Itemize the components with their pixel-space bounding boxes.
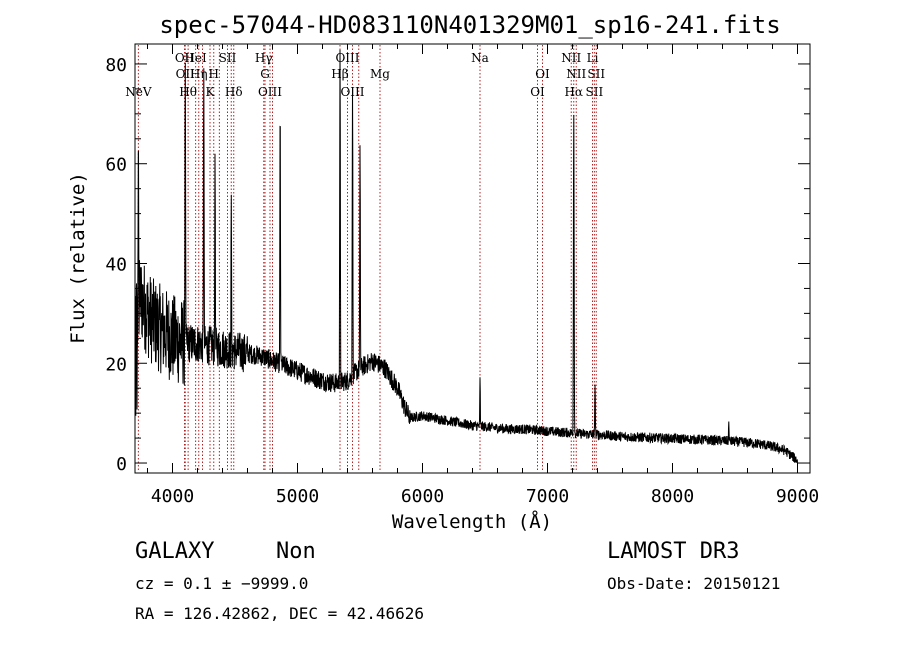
y-tick-label: 80 [105, 55, 127, 76]
plot-frame [134, 43, 811, 474]
x-axis-ticks: 4000 5000 6000 7000 8000 9000 [147, 44, 819, 507]
coordinates-info: RA = 126.42862, DEC = 42.46626 [135, 604, 424, 623]
y-tick-label: 60 [105, 155, 127, 176]
line-markers [137, 45, 597, 472]
object-class: GALAXY [135, 539, 214, 564]
y-axis-label: Flux (relative) [67, 172, 89, 344]
line-marker-label: Hγ [255, 51, 273, 65]
line-marker-label: NeV [125, 85, 152, 99]
spectrum-line [134, 49, 798, 464]
line-marker-label: Hη [190, 67, 208, 81]
y-axis-ticks: 0 20 40 60 80 [105, 55, 810, 475]
line-marker-label: OIII [335, 51, 359, 65]
line-marker-label: OII [175, 51, 195, 65]
line-marker-label: NII [566, 67, 586, 81]
x-tick-label: 6000 [401, 486, 444, 507]
y-tick-label: 40 [105, 254, 127, 275]
line-marker-label: Hθ [179, 85, 197, 99]
line-marker-label: OI [535, 67, 550, 81]
line-marker-label: Hδ [225, 85, 243, 99]
line-marker-label: Hβ [331, 67, 348, 81]
line-marker-label: H [209, 67, 219, 81]
redshift-info: cz = 0.1 ± −9999.0 [135, 574, 308, 593]
line-marker-label: SII [587, 67, 605, 81]
x-tick-label: 8000 [651, 486, 694, 507]
line-marker-label: OIII [258, 85, 282, 99]
line-marker-label: OIII [340, 85, 364, 99]
observation-date: Obs-Date: 20150121 [607, 574, 780, 593]
x-axis-label: Wavelength (Å) [392, 510, 552, 533]
chart-title: spec-57044-HD083110N401329M01_sp16-241.f… [159, 11, 780, 39]
x-tick-label: 5000 [276, 486, 319, 507]
x-tick-label: 4000 [151, 486, 194, 507]
line-marker-label: Li [587, 51, 599, 65]
line-marker-label: G [260, 67, 270, 81]
spectrum-series [134, 49, 798, 464]
x-tick-label: 9000 [776, 486, 819, 507]
y-tick-label: 0 [116, 454, 127, 475]
line-marker-label: SII [219, 51, 237, 65]
object-subclass: Non [276, 539, 316, 564]
y-tick-label: 20 [105, 354, 127, 375]
line-marker-labels: NeVOIIOIIHθHeIHηKHSIIHδHγGOIIIHβOIIIOIII… [125, 51, 605, 99]
line-marker-label: K [206, 85, 216, 99]
line-marker-label: Mg [370, 67, 390, 81]
line-marker-label: SII [586, 85, 604, 99]
line-marker-label: Na [471, 51, 489, 65]
line-marker-label: NII [561, 51, 581, 65]
line-marker-label: OII [176, 67, 196, 81]
survey-name: LAMOST DR3 [607, 539, 739, 564]
line-marker-label: OI [530, 85, 545, 99]
line-marker-label: Hα [564, 85, 583, 99]
line-marker-label: HeI [184, 51, 207, 65]
x-tick-label: 7000 [526, 486, 569, 507]
